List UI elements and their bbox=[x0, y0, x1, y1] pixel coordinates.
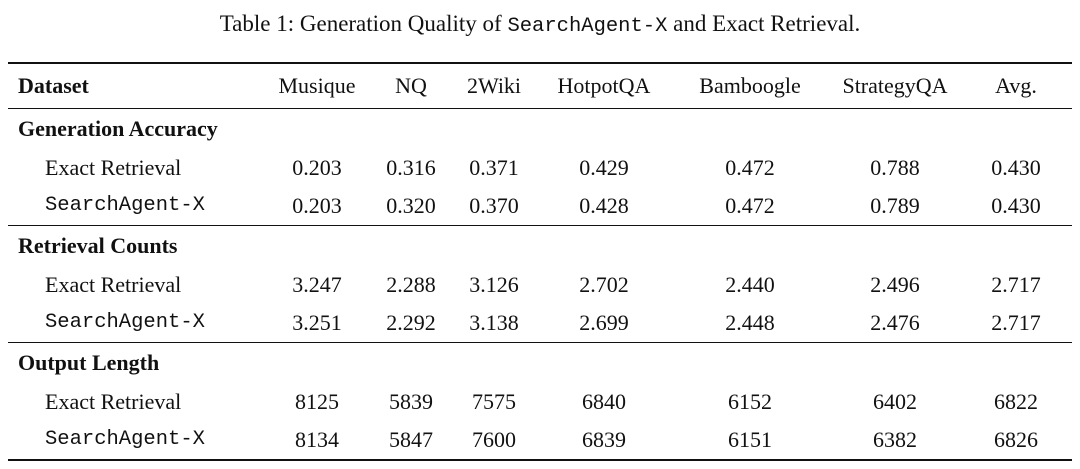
row-label: SearchAgent-X bbox=[45, 311, 205, 334]
value-cell: 6152 bbox=[728, 389, 772, 414]
value-cell: 8125 bbox=[295, 389, 339, 414]
value-cell: 2.717 bbox=[991, 310, 1041, 335]
header-cell: NQ bbox=[372, 62, 450, 109]
section-title: Generation Accuracy bbox=[8, 108, 1072, 149]
caption-suffix: and Exact Retrieval. bbox=[667, 11, 861, 36]
value-cell: 6822 bbox=[994, 389, 1038, 414]
value-cell: 0.472 bbox=[725, 155, 775, 180]
value-cell: 7600 bbox=[450, 421, 538, 461]
table-row: SearchAgent-X 8134 5847 7600 6839 6151 6382 682… bbox=[8, 421, 1072, 461]
value-cell: 3.138 bbox=[469, 310, 519, 335]
value-cell: 6840 bbox=[582, 389, 626, 414]
value-cell: 0.430 bbox=[991, 193, 1041, 218]
table-row: Exact Retrieval 3.247 2.288 3.126 2.702 2.440… bbox=[8, 266, 1072, 304]
value-cell: 0.320 bbox=[386, 193, 436, 218]
value-cell: 6826 bbox=[960, 421, 1072, 461]
value-cell: 5839 bbox=[389, 389, 433, 414]
value-cell: 3.251 bbox=[292, 310, 342, 335]
results-table: Dataset Musique NQ 2Wiki HotpotQA Bamboo… bbox=[8, 62, 1072, 461]
header-cell: StrategyQA bbox=[830, 62, 960, 109]
section-row: Output Length bbox=[8, 342, 1072, 383]
header-cell: HotpotQA bbox=[538, 62, 670, 109]
header-cell: Bamboogle bbox=[670, 62, 830, 109]
section-row: Generation Accuracy bbox=[8, 108, 1072, 149]
caption-system-name: SearchAgent-X bbox=[507, 15, 668, 38]
caption-prefix: Table 1: Generation Quality of bbox=[219, 11, 508, 36]
value-cell: 2.496 bbox=[870, 272, 920, 297]
value-cell: 3.126 bbox=[469, 272, 519, 297]
value-cell: 2.288 bbox=[386, 272, 436, 297]
value-cell: 2.292 bbox=[386, 310, 436, 335]
value-cell: 6382 bbox=[830, 421, 960, 461]
value-cell: 8134 bbox=[262, 421, 372, 461]
value-cell: 6402 bbox=[873, 389, 917, 414]
value-cell: 0.203 bbox=[292, 193, 342, 218]
value-cell: 2.699 bbox=[579, 310, 629, 335]
value-cell: 0.472 bbox=[725, 193, 775, 218]
value-cell: 2.476 bbox=[870, 310, 920, 335]
value-cell: 0.370 bbox=[469, 193, 519, 218]
value-cell: 2.702 bbox=[579, 272, 629, 297]
value-cell: 0.371 bbox=[469, 155, 519, 180]
value-cell: 2.448 bbox=[725, 310, 775, 335]
section-row: Retrieval Counts bbox=[8, 225, 1072, 266]
section-title: Output Length bbox=[8, 342, 1072, 383]
row-label: SearchAgent-X bbox=[8, 421, 262, 461]
value-cell: 0.203 bbox=[292, 155, 342, 180]
value-cell: 3.247 bbox=[292, 272, 342, 297]
value-cell: 0.428 bbox=[579, 193, 629, 218]
row-label: Exact Retrieval bbox=[45, 155, 182, 180]
value-cell: 0.430 bbox=[991, 155, 1041, 180]
value-cell: 2.717 bbox=[991, 272, 1041, 297]
value-cell: 0.788 bbox=[870, 155, 920, 180]
table-row: Exact Retrieval 0.203 0.316 0.371 0.429 0.472… bbox=[8, 149, 1072, 187]
value-cell: 6839 bbox=[538, 421, 670, 461]
header-cell: 2Wiki bbox=[450, 62, 538, 109]
value-cell: 5847 bbox=[372, 421, 450, 461]
row-label: Exact Retrieval bbox=[45, 389, 182, 414]
value-cell: 0.316 bbox=[386, 155, 436, 180]
table-row: SearchAgent-X 0.203 0.320 0.370 0.428 0.472 0.… bbox=[8, 187, 1072, 226]
header-cell: Musique bbox=[262, 62, 372, 109]
header-cell: Dataset bbox=[8, 62, 262, 109]
value-cell: 0.429 bbox=[579, 155, 629, 180]
table-caption: Table 1: Generation Quality of SearchAge… bbox=[0, 8, 1080, 43]
value-cell: 6151 bbox=[670, 421, 830, 461]
section-title: Retrieval Counts bbox=[8, 225, 1072, 266]
table-body: Generation Accuracy Exact Retrieval 0.203 0… bbox=[8, 108, 1072, 461]
value-cell: 2.440 bbox=[725, 272, 775, 297]
header-cell: Avg. bbox=[960, 62, 1072, 109]
table-row: SearchAgent-X 3.251 2.292 3.138 2.699 2.448 2.… bbox=[8, 304, 1072, 343]
row-label: SearchAgent-X bbox=[45, 194, 205, 217]
value-cell: 0.789 bbox=[870, 193, 920, 218]
table-row: Exact Retrieval 8125 5839 7575 6840 6152 6402 6… bbox=[8, 383, 1072, 421]
value-cell: 7575 bbox=[472, 389, 516, 414]
header-row: Dataset Musique NQ 2Wiki HotpotQA Bamboo… bbox=[8, 62, 1072, 109]
row-label: Exact Retrieval bbox=[45, 272, 182, 297]
